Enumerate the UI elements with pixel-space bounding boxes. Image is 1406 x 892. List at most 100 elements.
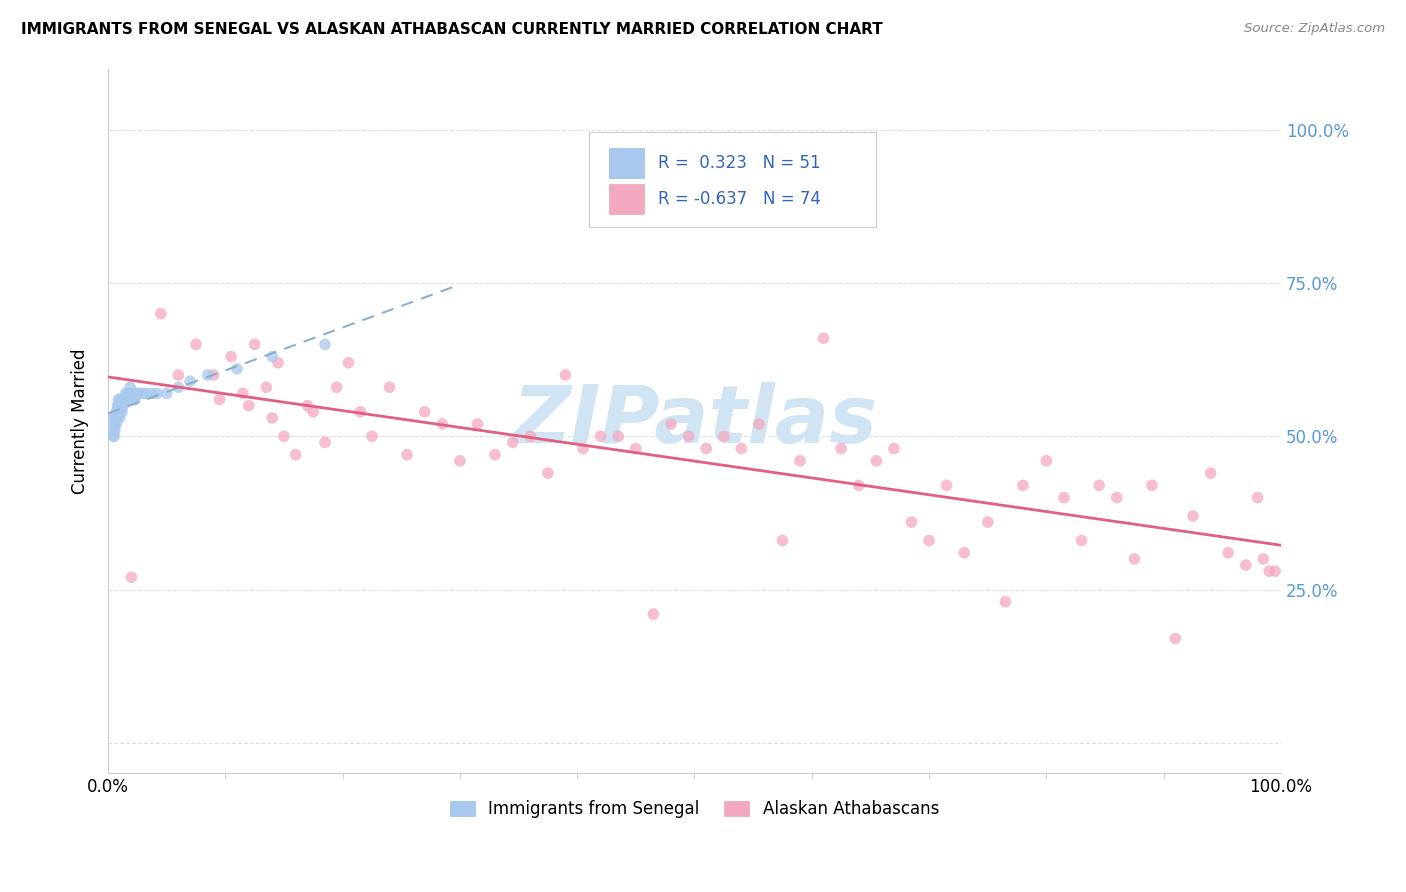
FancyBboxPatch shape [609,184,644,214]
Text: IMMIGRANTS FROM SENEGAL VS ALASKAN ATHABASCAN CURRENTLY MARRIED CORRELATION CHAR: IMMIGRANTS FROM SENEGAL VS ALASKAN ATHAB… [21,22,883,37]
Point [108,411,131,425]
Point [314,337,336,351]
Point [208,392,231,407]
Point [1123,552,1146,566]
Point [643,607,665,621]
Point [502,435,524,450]
Text: R = -0.637   N = 74: R = -0.637 N = 74 [658,190,821,208]
Point [589,429,612,443]
Point [238,399,260,413]
Point [484,448,506,462]
Point [112,399,135,413]
Point [156,386,179,401]
Point [267,356,290,370]
Point [112,392,135,407]
Point [104,417,127,431]
Point [120,380,142,394]
Point [1253,552,1275,566]
Point [297,399,319,413]
Point [120,386,142,401]
Point [994,595,1017,609]
Point [1012,478,1035,492]
Point [114,386,136,401]
Point [107,399,129,413]
Point [103,423,125,437]
Point [1264,564,1286,578]
Point [108,399,131,413]
Y-axis label: Currently Married: Currently Married [72,348,89,494]
Point [1088,478,1111,492]
Point [730,442,752,456]
Point [179,374,201,388]
Point [1258,564,1281,578]
Point [243,337,266,351]
Point [314,435,336,450]
Point [202,368,225,382]
Point [977,515,1000,529]
Point [232,386,254,401]
Point [302,405,325,419]
Legend: Immigrants from Senegal, Alaskan Athabascans: Immigrants from Senegal, Alaskan Athabas… [443,794,946,825]
Point [103,417,125,431]
Text: Source: ZipAtlas.com: Source: ZipAtlas.com [1244,22,1385,36]
Point [149,307,172,321]
Point [1218,546,1240,560]
Point [105,405,128,419]
Point [197,368,219,382]
Point [695,442,717,456]
Point [467,417,489,431]
FancyBboxPatch shape [589,132,876,227]
Point [1199,466,1222,480]
Point [262,350,284,364]
Point [953,546,976,560]
Point [110,405,132,419]
Point [124,392,146,407]
Text: ZIPatlas: ZIPatlas [512,382,877,460]
Point [273,429,295,443]
Point [554,368,576,382]
Point [748,417,770,431]
FancyBboxPatch shape [609,148,644,178]
Point [142,386,165,401]
Point [262,411,284,425]
Point [537,466,560,480]
Point [110,399,132,413]
Point [115,392,138,407]
Point [108,392,131,407]
Point [1105,491,1128,505]
Point [105,417,128,431]
Point [935,478,957,492]
Point [830,442,852,456]
Point [104,423,127,437]
Point [121,386,143,401]
Point [572,442,595,456]
Point [105,411,128,425]
Point [624,442,647,456]
Point [284,448,307,462]
Point [120,570,142,584]
Point [219,350,242,364]
Point [378,380,401,394]
Point [1035,454,1057,468]
Point [789,454,811,468]
Point [108,405,131,419]
Point [325,380,347,394]
Point [117,386,139,401]
Point [1053,491,1076,505]
Point [107,392,129,407]
Point [105,405,128,419]
Point [104,411,127,425]
Point [607,429,630,443]
Point [167,368,190,382]
Point [146,386,169,401]
Point [883,442,905,456]
Point [103,429,125,443]
Point [432,417,454,431]
Point [103,429,125,443]
Point [519,429,541,443]
Point [659,417,682,431]
Point [918,533,941,548]
Point [167,380,190,394]
Point [349,405,371,419]
Point [1181,508,1204,523]
